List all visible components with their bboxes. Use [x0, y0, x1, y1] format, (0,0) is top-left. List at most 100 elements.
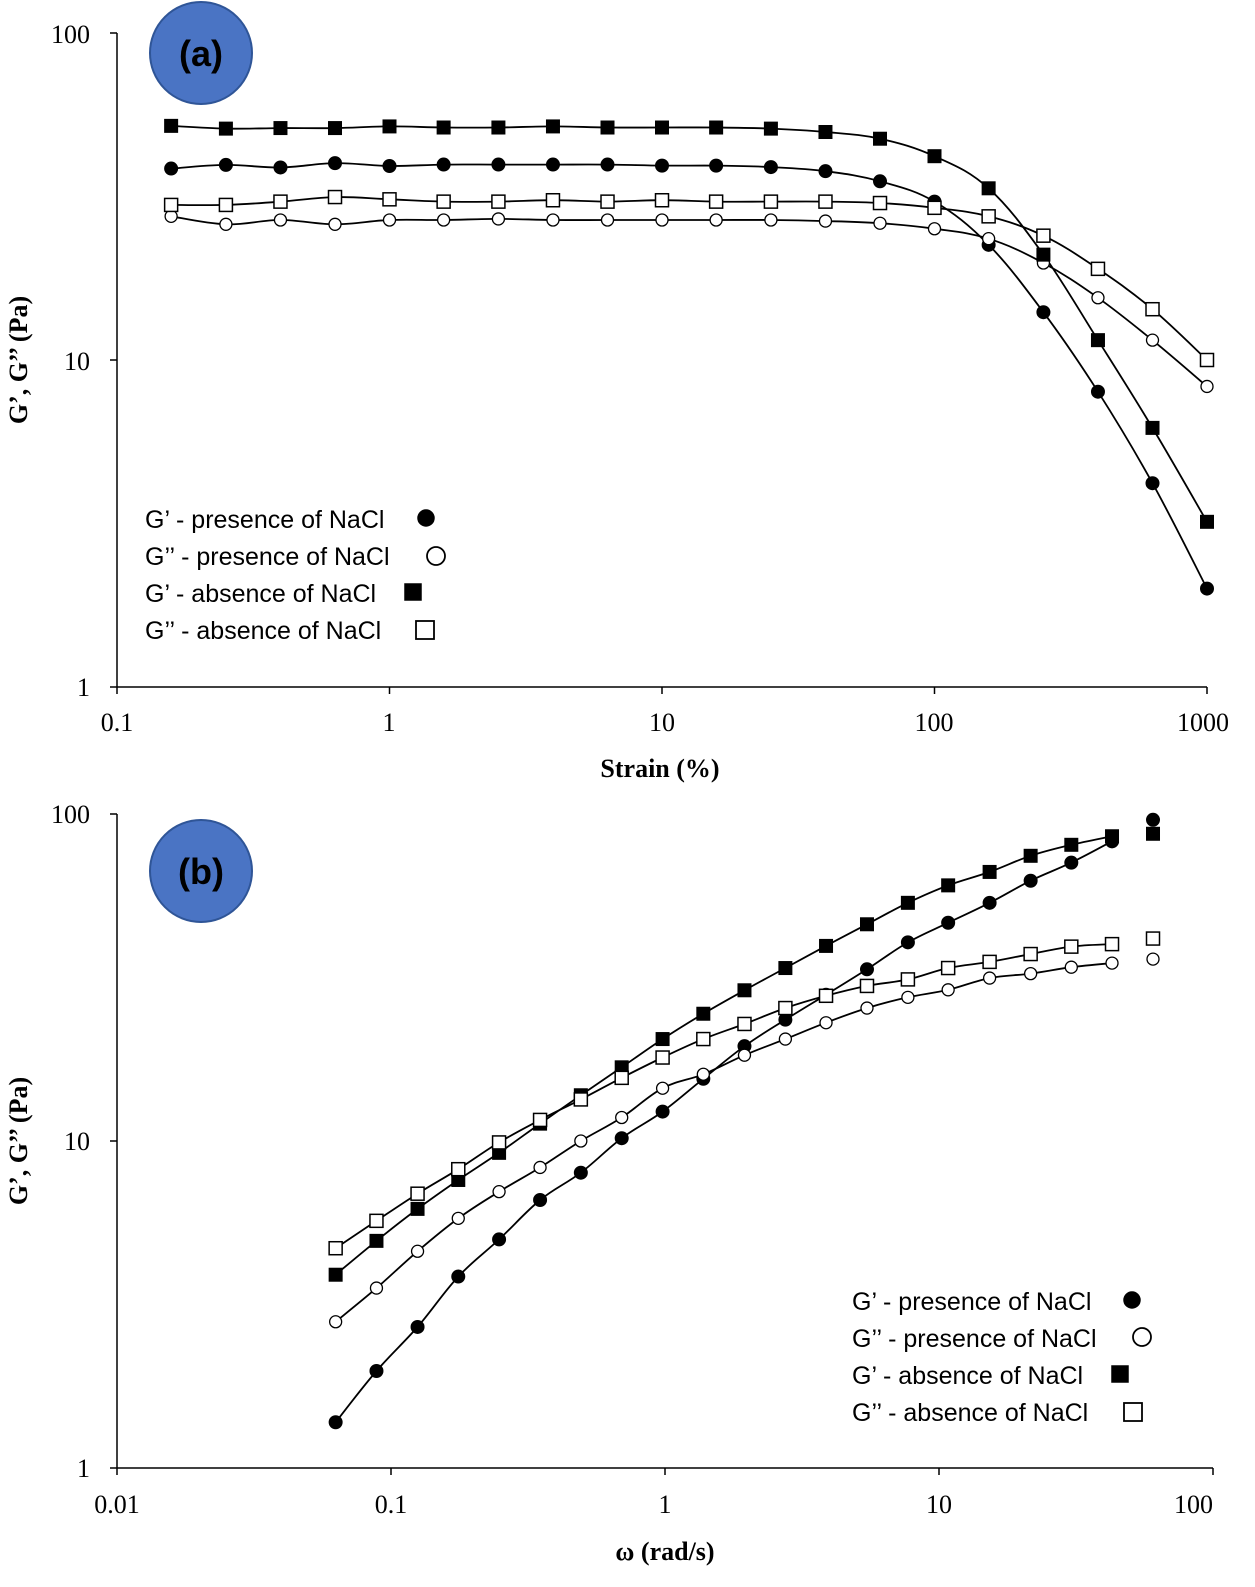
data-point-open-square	[327, 189, 343, 205]
data-point-filled-circle	[900, 935, 915, 950]
data-point-filled-circle	[1064, 855, 1079, 870]
data-point-open-square	[927, 200, 942, 216]
legend-label-g-double-prime-presence: G’’ - presence of NaCl	[145, 543, 390, 571]
y-tick-labels: 1 10 100	[51, 20, 90, 702]
data-point-open-square	[273, 194, 288, 209]
data-point-filled-square	[369, 1233, 384, 1248]
data-point-filled-circle	[410, 1319, 425, 1334]
data-point-filled-circle	[600, 157, 615, 172]
y-tick-label-100: 100	[51, 20, 90, 49]
legend-label-g-prime-absence: G’ - absence of NaCl	[145, 580, 376, 608]
data-point-filled-circle	[1090, 384, 1105, 399]
y-tick-label-100: 100	[51, 800, 90, 829]
data-point-open-circle	[901, 990, 915, 1004]
data-point-filled-square	[164, 118, 179, 133]
data-point-open-square	[696, 1031, 711, 1047]
data-point-open-circle	[860, 1001, 874, 1015]
data-point-open-circle	[533, 1160, 547, 1175]
series-line-open-square	[335, 943, 1113, 1249]
data-point-filled-square	[218, 121, 233, 136]
x-axis-title: Strain (%)	[600, 754, 719, 783]
data-point-open-circle	[1064, 960, 1078, 974]
data-point-filled-square	[273, 121, 288, 136]
data-point-filled-circle	[859, 962, 874, 977]
data-point-filled-circle	[709, 158, 724, 173]
data-point-open-square	[900, 972, 916, 987]
data-point-filled-square	[927, 149, 942, 164]
data-point-open-square	[1145, 931, 1161, 946]
data-point-open-circle	[273, 213, 288, 227]
data-point-open-circle	[982, 971, 997, 985]
data-point-open-circle	[600, 213, 615, 227]
legend: G’ - presence of NaCl G’’ - presence of …	[145, 506, 446, 645]
data-point-filled-square	[1200, 514, 1214, 529]
x-axis-title: ω (rad/s)	[615, 1537, 714, 1566]
data-point-open-circle	[546, 213, 560, 227]
x-tick-label-10: 10	[649, 708, 675, 737]
series-group	[328, 812, 1161, 1430]
data-point-filled-square	[873, 131, 888, 146]
panel-label-badge: (a)	[149, 1, 253, 105]
data-point-filled-square	[410, 1201, 425, 1216]
data-point-filled-square	[382, 119, 397, 134]
data-point-open-square	[737, 1016, 752, 1032]
data-point-open-circle	[873, 216, 887, 230]
data-point-filled-square	[600, 120, 615, 135]
x-tick-label-100: 100	[1174, 1490, 1213, 1519]
data-point-filled-circle	[941, 915, 956, 930]
data-point-filled-circle	[369, 1363, 384, 1378]
data-point-open-square	[1036, 228, 1051, 243]
data-point-filled-square	[737, 983, 752, 998]
data-point-open-circle	[219, 217, 233, 231]
legend-label-g-prime-absence: G’ - absence of NaCl	[852, 1362, 1083, 1390]
series-line-open-circle	[170, 215, 1208, 388]
data-point-open-square	[1145, 301, 1160, 317]
data-point-filled-square	[655, 120, 669, 135]
data-point-open-square	[778, 1000, 793, 1016]
series-line-open-circle	[335, 962, 1113, 1323]
data-point-open-circle	[927, 222, 942, 236]
data-point-open-square	[491, 194, 506, 209]
data-point-open-square	[436, 194, 451, 209]
data-point-filled-square	[1023, 848, 1038, 863]
data-point-filled-square	[763, 121, 778, 136]
data-point-filled-circle	[492, 1232, 507, 1247]
data-point-open-square	[451, 1161, 466, 1177]
y-tick-label-1: 1	[77, 1454, 90, 1483]
legend-marker-open-square	[1123, 1402, 1143, 1422]
y-tick-label-10: 10	[64, 1127, 90, 1156]
data-point-filled-square	[778, 961, 793, 976]
data-point-filled-square	[709, 120, 724, 135]
data-point-open-circle	[1091, 291, 1105, 305]
legend-label-g-double-prime-absence: G’’ - absence of NaCl	[852, 1399, 1088, 1427]
data-point-open-square	[655, 1050, 670, 1065]
data-point-open-circle	[818, 214, 833, 228]
data-point-open-square	[1023, 946, 1038, 962]
data-point-open-circle	[328, 1315, 343, 1329]
series-group	[163, 118, 1215, 596]
panel-label-circle	[149, 819, 253, 923]
panel-label-text: (b)	[178, 851, 224, 892]
data-point-filled-circle	[491, 157, 506, 172]
legend-label-g-prime-presence: G’ - presence of NaCl	[145, 506, 384, 534]
data-point-filled-circle	[451, 1269, 466, 1284]
data-point-filled-circle	[328, 156, 343, 171]
data-point-filled-square	[1064, 837, 1079, 852]
data-point-open-circle	[655, 1081, 670, 1095]
data-point-filled-square	[491, 120, 506, 135]
y-tick-labels: 1 10 100	[51, 800, 90, 1483]
data-point-open-circle	[737, 1048, 752, 1062]
data-point-open-circle	[410, 1244, 425, 1258]
data-point-open-square	[1064, 939, 1079, 954]
data-point-open-square	[1090, 261, 1106, 277]
legend-marker-open-circle	[1132, 1327, 1152, 1347]
data-point-filled-circle	[545, 157, 560, 172]
x-tick-label-0.01: 0.01	[94, 1490, 140, 1519]
data-point-filled-circle	[436, 157, 451, 172]
data-point-open-square	[818, 988, 834, 1004]
data-point-open-circle	[1105, 956, 1119, 970]
data-point-filled-circle	[328, 1415, 343, 1430]
legend-marker-filled-circle	[1123, 1291, 1141, 1309]
data-point-open-circle	[819, 1016, 833, 1030]
data-point-filled-square	[696, 1006, 711, 1021]
